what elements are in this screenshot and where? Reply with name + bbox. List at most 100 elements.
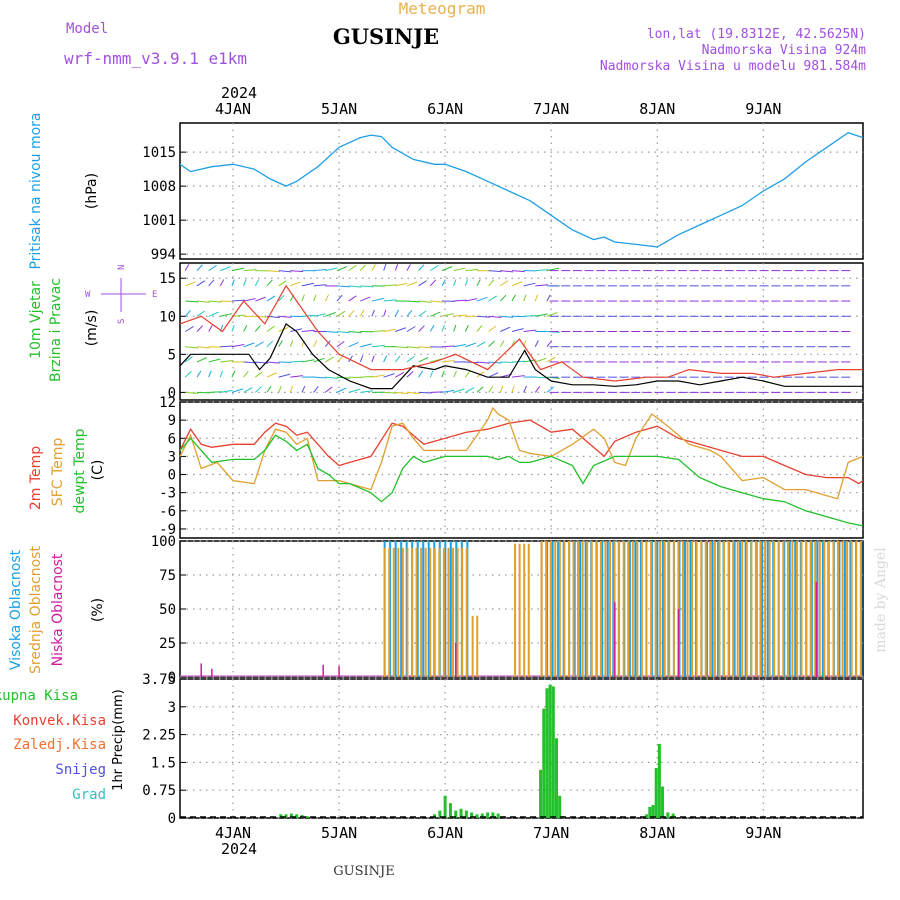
wind-arrow — [290, 360, 304, 363]
cloud-bar — [732, 541, 735, 677]
wind-arrow — [371, 330, 385, 332]
cloud-bar — [433, 547, 436, 677]
wind-arrow — [465, 298, 478, 302]
wind-arrow — [313, 269, 327, 272]
watermark: made by Angel — [873, 547, 889, 653]
wind-arrow — [336, 310, 346, 317]
wind-arrow — [476, 361, 490, 364]
wind-arrow — [488, 295, 497, 302]
wind-arrow — [511, 375, 525, 378]
wind-arrow — [371, 374, 385, 378]
wind-arrow — [313, 376, 327, 379]
legend-ukupna-kisa: Ukupna Kisa — [0, 688, 78, 704]
wind-arrow — [546, 267, 560, 272]
wind-arrow — [464, 324, 469, 332]
cloud-bar — [420, 547, 423, 677]
top-date-label: 5JAN — [321, 100, 357, 118]
wind-arrow — [418, 346, 432, 349]
cloud-bar — [739, 541, 742, 677]
wind-arrow — [348, 264, 357, 272]
cloud-bar — [572, 541, 575, 677]
cloud-bar — [744, 541, 747, 677]
wind-arrow — [278, 340, 283, 347]
wind-arrow — [406, 281, 418, 287]
cloud-bar — [400, 541, 403, 677]
plot-layer: 994100110081015051015-9-6-30369120255075… — [142, 123, 864, 827]
cloud-bar — [449, 541, 452, 677]
wind-arrow — [535, 269, 549, 272]
cloud-bar — [442, 547, 445, 677]
compass-south: S — [117, 319, 127, 324]
cloud-bar — [777, 541, 780, 677]
wind-arrow — [278, 315, 292, 318]
wind-arrow — [511, 385, 515, 393]
wind-arrow — [266, 325, 275, 332]
wind-arrow — [336, 294, 343, 302]
wind-arrow — [395, 371, 405, 378]
wind-arrow — [196, 370, 202, 378]
wind-arrow — [429, 279, 437, 287]
wind-arrow — [278, 373, 291, 378]
temperature-tick-label: -3 — [159, 486, 176, 502]
wind-arrow — [359, 309, 365, 317]
cloud-bar — [656, 541, 659, 677]
wind-arrow — [499, 385, 504, 393]
precip-bar — [666, 812, 670, 818]
temperature-panel — [179, 401, 864, 539]
cloud-bar — [601, 541, 604, 677]
cloud-bar — [717, 541, 720, 677]
wind-arrow — [371, 297, 384, 302]
precip-bar — [548, 684, 552, 818]
top-date-label: 6JAN — [427, 100, 463, 118]
wind-arrow — [546, 312, 558, 317]
wind-arrow — [348, 341, 359, 348]
location-line: lon,lat (19.8312E, 42.5625N) — [647, 27, 866, 42]
wind-arrow — [394, 309, 399, 317]
wind-arrow — [371, 309, 375, 317]
wind-arrow — [395, 282, 408, 287]
cloud-bar — [579, 541, 582, 677]
cloud-bar — [681, 541, 684, 677]
pressure-unit: (hPa) — [84, 173, 100, 209]
cloud-bar — [392, 547, 395, 677]
wind-arrow — [290, 328, 303, 332]
wind-arrow — [500, 280, 509, 287]
wind-arrow — [441, 324, 445, 332]
cloud-bar — [444, 541, 447, 677]
year-label-bottom: 2024 — [221, 840, 257, 858]
wind-arrow — [383, 284, 397, 287]
mid-cloud-ylabel: Srednja Oblacnost — [28, 546, 44, 674]
wind-arrow — [255, 341, 264, 348]
precip-tick-label: 0 — [168, 811, 176, 827]
wind-arrow — [301, 314, 315, 317]
wind-arrow — [243, 298, 256, 302]
wind-arrow — [184, 309, 191, 317]
precip-bar — [657, 743, 661, 818]
wind-arrow — [546, 340, 553, 348]
wind-arrow — [488, 325, 497, 332]
wind-arrow — [301, 329, 315, 332]
wind-arrow — [465, 387, 475, 393]
wind-arrow — [441, 370, 445, 378]
temperature-line-2 — [179, 434, 864, 527]
cloud-bar — [773, 541, 776, 677]
cloud-bar — [816, 541, 819, 677]
wind-arrow — [336, 340, 345, 348]
cloud-bar — [429, 547, 432, 677]
cloud-bar — [805, 541, 808, 677]
temperature-line-1 — [179, 406, 864, 500]
cloud-bar — [415, 547, 418, 677]
wind-tick-label: 15 — [159, 271, 176, 287]
wind-arrow — [465, 342, 477, 348]
wind-arrow — [208, 325, 213, 332]
precip-bar — [470, 812, 474, 818]
cloud-tick-label: 75 — [159, 568, 176, 584]
wind-arrow — [441, 359, 455, 363]
wind-arrow — [360, 343, 373, 348]
cloud-bar — [636, 541, 639, 677]
cloud-bar — [514, 543, 517, 677]
pressure-panel — [179, 122, 864, 260]
wind-arrow — [395, 327, 407, 332]
wind-arrow — [488, 279, 495, 287]
cloud-bar — [416, 541, 419, 677]
